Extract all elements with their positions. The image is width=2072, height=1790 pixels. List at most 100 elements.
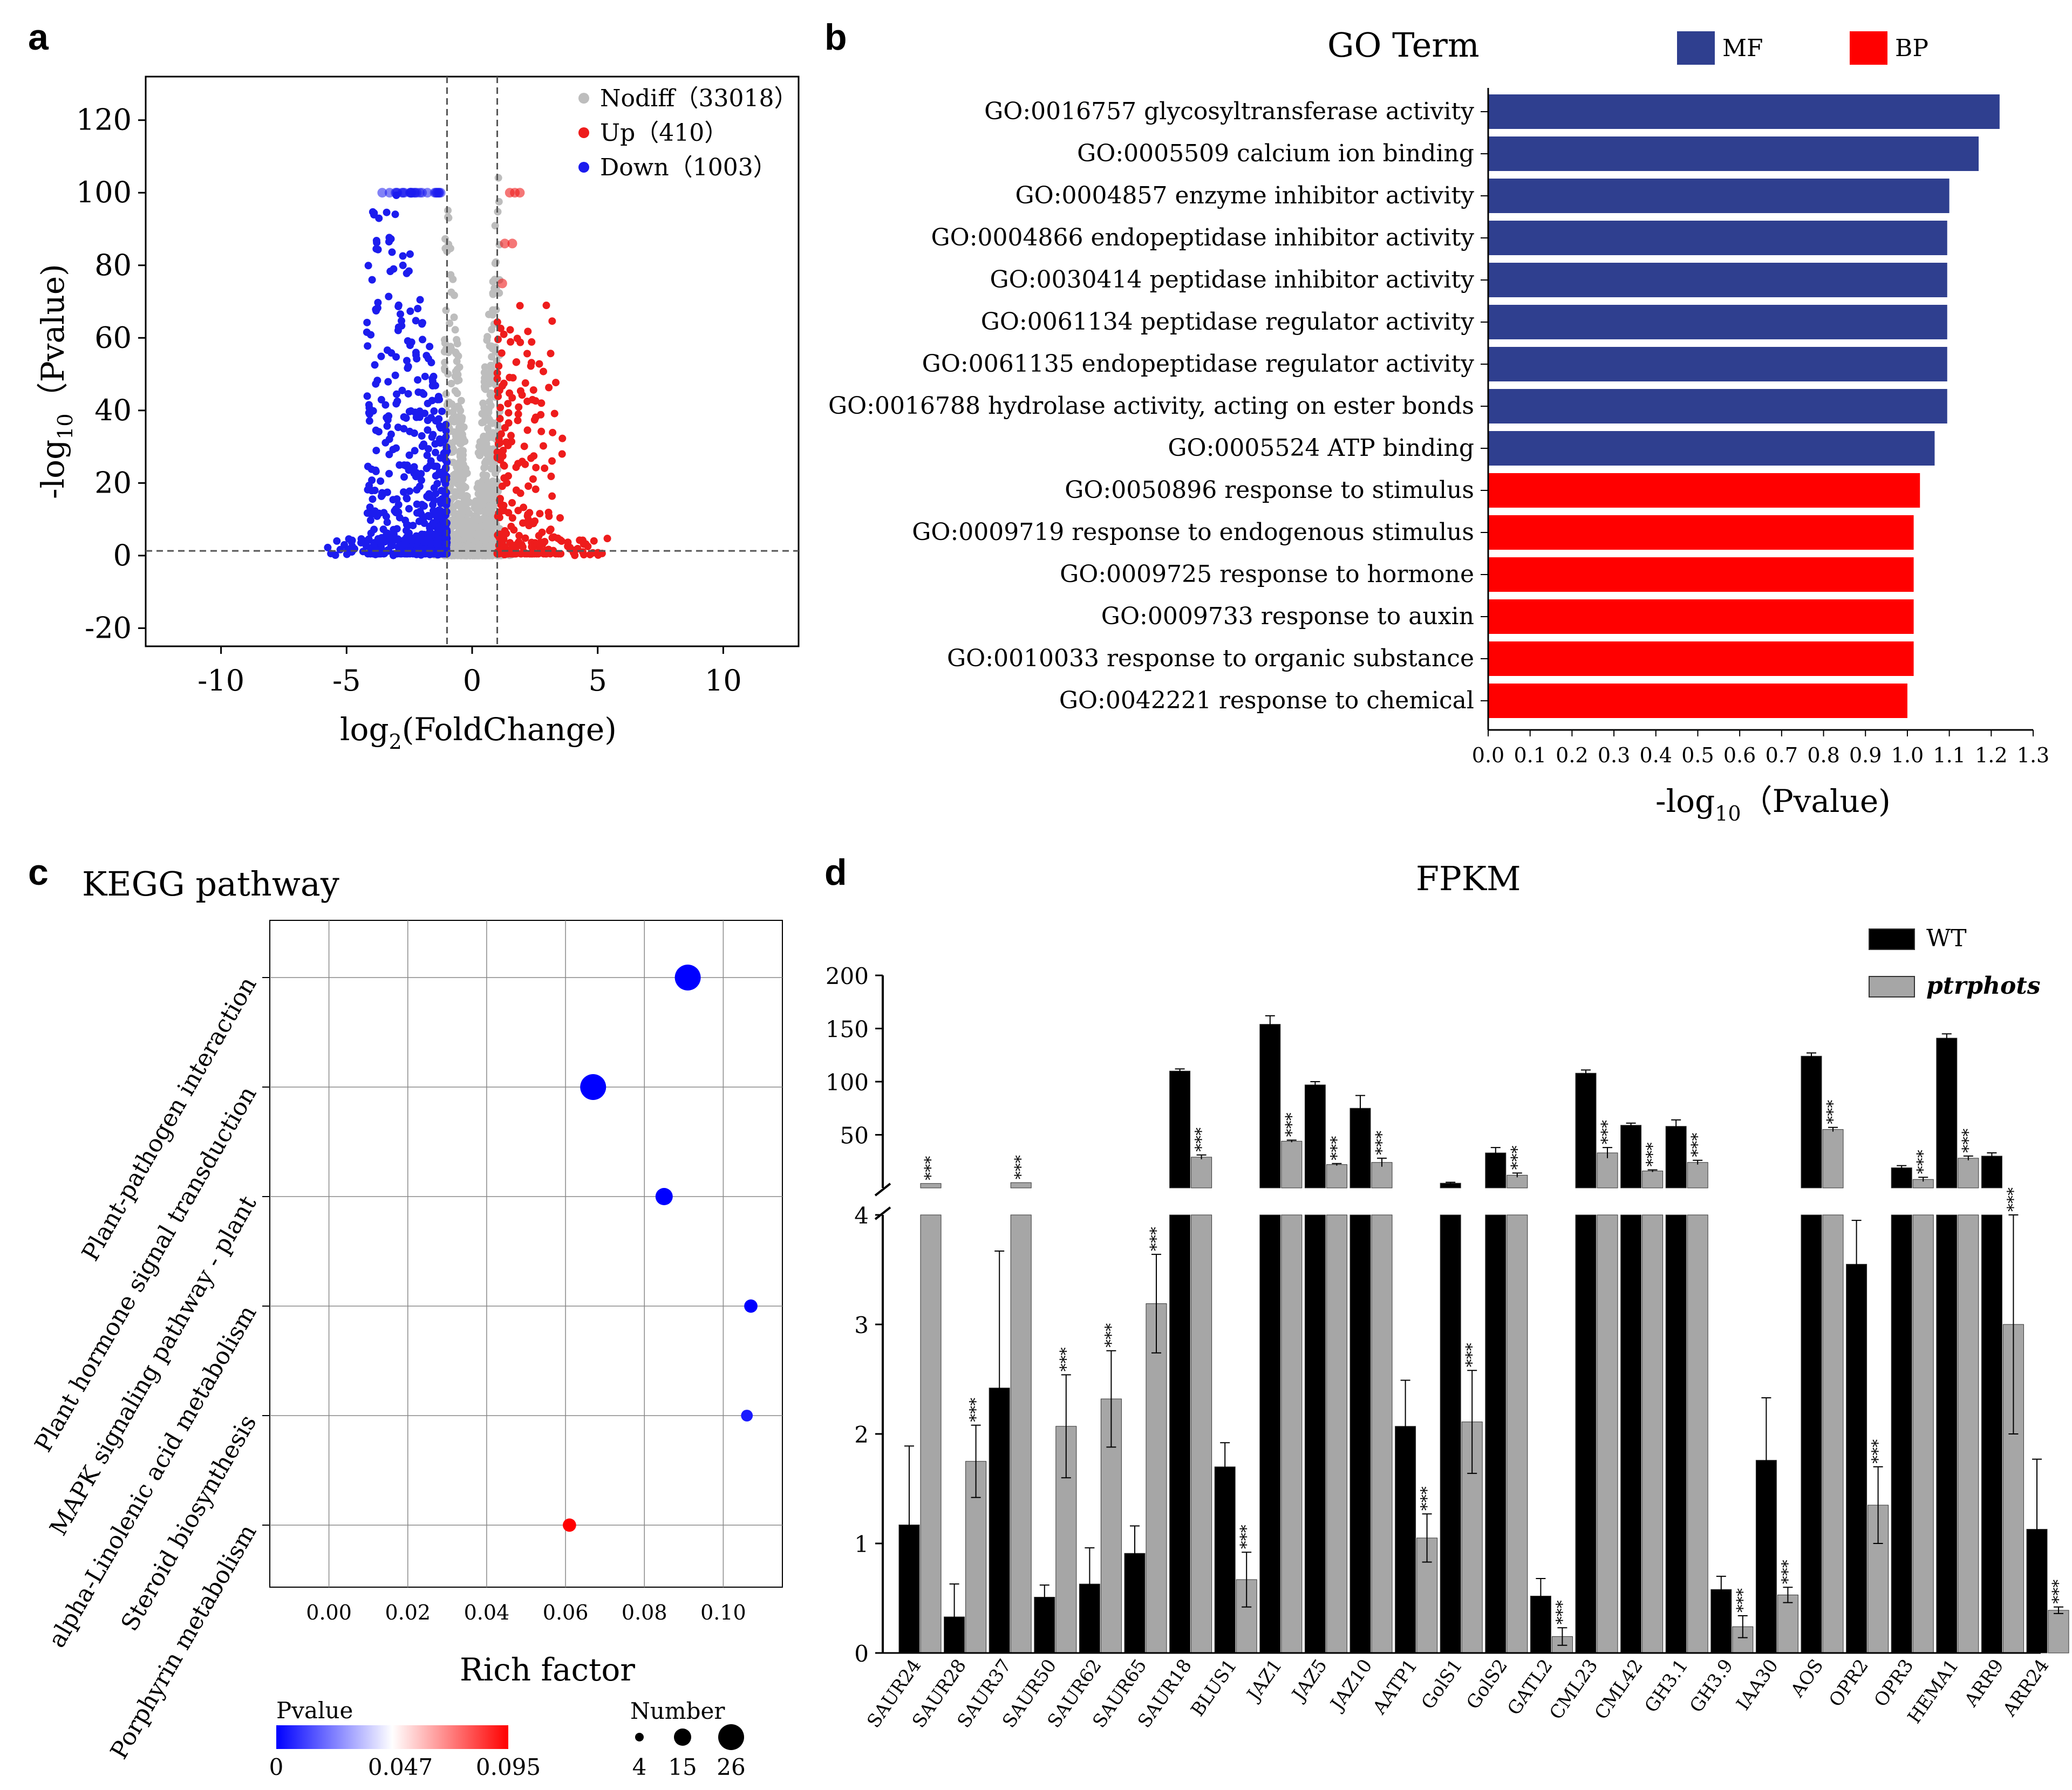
up-point bbox=[523, 550, 531, 558]
up-point bbox=[520, 503, 528, 511]
y-tick-label: 20 bbox=[94, 466, 132, 500]
nodiff-point bbox=[457, 397, 465, 405]
fpkm-legend-label: ptrphots bbox=[1926, 972, 2040, 1000]
significance-label: *** bbox=[1237, 1525, 1256, 1549]
up-point bbox=[497, 430, 505, 438]
go-bar bbox=[1488, 515, 1914, 550]
panel-label-a: a bbox=[28, 17, 49, 58]
fpkm-legend-label: WT bbox=[1926, 925, 1967, 952]
down-point bbox=[403, 461, 411, 469]
nodiff-point bbox=[482, 549, 490, 557]
significance-label: *** bbox=[967, 1398, 986, 1422]
lower-y-tick-label: 3 bbox=[854, 1312, 869, 1338]
down-point bbox=[398, 322, 406, 330]
pvalue-tick-label: 0.095 bbox=[476, 1754, 541, 1780]
nodiff-point bbox=[455, 524, 464, 532]
down-point bbox=[394, 303, 403, 311]
up-point bbox=[500, 462, 508, 470]
up-point bbox=[529, 386, 537, 394]
up-point bbox=[508, 499, 516, 507]
legend-marker bbox=[578, 127, 589, 138]
up-point bbox=[494, 392, 502, 400]
go-category-label: GO:0050896 response to stimulus bbox=[1065, 476, 1474, 504]
down-point bbox=[349, 546, 357, 554]
nodiff-point bbox=[487, 342, 495, 350]
down-point bbox=[363, 318, 371, 326]
go-x-axis-title: -log10（Pvalue) bbox=[1655, 783, 1891, 825]
go-x-title-rest: （Pvalue) bbox=[1741, 783, 1891, 819]
down-point bbox=[383, 208, 391, 216]
significance-label: *** bbox=[2049, 1580, 2068, 1604]
nodiff-point bbox=[495, 197, 503, 206]
up-point bbox=[556, 514, 564, 522]
down-point bbox=[406, 250, 414, 258]
significance-label: *** bbox=[1373, 1131, 1392, 1155]
gene-label: GH3.9 bbox=[1686, 1655, 1737, 1717]
down-point bbox=[434, 393, 442, 401]
up-point bbox=[547, 473, 555, 481]
nodiff-point bbox=[485, 428, 493, 436]
down-point bbox=[400, 473, 408, 481]
nodiff-point bbox=[459, 461, 467, 469]
down-point bbox=[372, 306, 380, 315]
up-point bbox=[527, 454, 535, 462]
x-tick-label: 10 bbox=[705, 664, 742, 698]
go-x-tick-label: 0.1 bbox=[1514, 743, 1546, 767]
nodiff-point bbox=[483, 450, 491, 458]
nodiff-point bbox=[481, 459, 489, 467]
significance-label: *** bbox=[1734, 1588, 1753, 1613]
down-point bbox=[405, 267, 413, 275]
down-point bbox=[398, 188, 408, 198]
go-bar bbox=[1488, 557, 1914, 592]
down-point bbox=[368, 476, 376, 484]
fpkm-gene-labels: SAUR24SAUR28SAUR37SAUR50SAUR62SAUR65SAUR… bbox=[863, 1655, 2053, 1732]
go-x-tick-label: 1.1 bbox=[1933, 743, 1965, 767]
down-point bbox=[426, 550, 434, 558]
fpkm-bar-upper bbox=[1304, 1084, 1326, 1188]
up-point bbox=[537, 427, 546, 435]
up-point bbox=[505, 409, 513, 417]
volcano-threshold-lines bbox=[146, 77, 799, 646]
go-x-tick-label: 1.2 bbox=[1975, 743, 2007, 767]
down-point bbox=[372, 236, 380, 244]
nodiff-point bbox=[454, 403, 462, 411]
down-point bbox=[391, 371, 399, 379]
significance-label: *** bbox=[2004, 1187, 2023, 1212]
significance-label: *** bbox=[1283, 1112, 1301, 1137]
down-point bbox=[413, 354, 421, 363]
volcano-y-title-rest: （Pvalue) bbox=[35, 264, 71, 413]
kegg-x-tick-label: 0.08 bbox=[622, 1601, 667, 1624]
down-point bbox=[419, 515, 427, 523]
up-point bbox=[535, 532, 543, 540]
gene-label: AOS bbox=[1787, 1655, 1828, 1702]
fpkm-bar-lower bbox=[1912, 1214, 1934, 1654]
up-point bbox=[518, 391, 526, 399]
fpkm-bar-lower bbox=[1010, 1214, 1032, 1654]
fpkm-bar-lower bbox=[1507, 1214, 1528, 1654]
down-point bbox=[434, 526, 442, 534]
down-point bbox=[368, 487, 376, 495]
pvalue-tick-label: 0 bbox=[269, 1754, 284, 1780]
up-point bbox=[500, 330, 508, 338]
fpkm-bar-lower bbox=[1485, 1214, 1507, 1654]
significance-label: *** bbox=[1644, 1143, 1662, 1167]
kegg-title: KEGG pathway bbox=[82, 864, 339, 904]
nodiff-point bbox=[486, 529, 494, 537]
up-point bbox=[523, 426, 531, 434]
down-point bbox=[383, 346, 391, 354]
nodiff-point bbox=[449, 459, 458, 467]
up-point bbox=[506, 389, 514, 397]
down-point bbox=[369, 495, 377, 503]
significance-label: *** bbox=[1327, 1136, 1346, 1160]
down-point bbox=[437, 454, 445, 462]
go-category-label: GO:0030414 peptidase inhibitor activity bbox=[990, 266, 1475, 293]
nodiff-point bbox=[488, 508, 496, 516]
go-legend-label: MF bbox=[1722, 35, 1763, 62]
nodiff-point bbox=[485, 310, 493, 318]
down-point bbox=[442, 538, 450, 546]
up-point bbox=[548, 317, 556, 325]
significance-label: *** bbox=[1012, 1155, 1031, 1179]
significance-label: *** bbox=[1463, 1343, 1482, 1367]
nodiff-point bbox=[441, 244, 449, 252]
